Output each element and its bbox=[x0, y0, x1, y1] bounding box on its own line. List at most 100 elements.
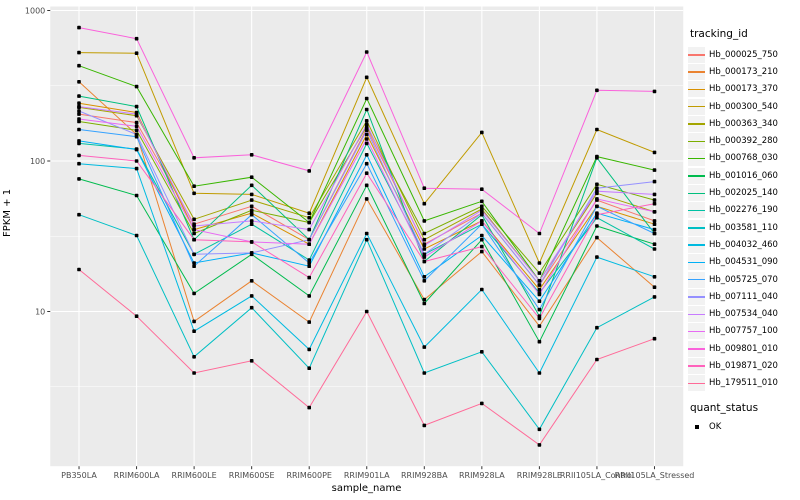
legend-line-icon bbox=[688, 71, 705, 73]
data-point bbox=[134, 120, 139, 125]
legend-item-label: Hb_000300_540 bbox=[709, 101, 778, 112]
data-point bbox=[652, 201, 657, 206]
legend-item-label: Hb_007534_040 bbox=[709, 309, 778, 320]
data-point bbox=[77, 94, 81, 98]
data-point bbox=[595, 189, 599, 193]
data-point bbox=[192, 237, 196, 242]
data-point bbox=[77, 161, 81, 166]
data-point bbox=[192, 227, 196, 232]
legend-item-label: Hb_007757_100 bbox=[709, 326, 778, 337]
data-point bbox=[422, 255, 427, 259]
x-tick-label: PB350LA bbox=[61, 471, 97, 480]
data-point bbox=[652, 179, 657, 184]
data-point bbox=[537, 271, 542, 275]
data-point bbox=[595, 197, 599, 201]
data-point bbox=[652, 210, 657, 214]
data-point bbox=[422, 252, 427, 257]
legend-item-Hb_000768_030: Hb_000768_030 bbox=[688, 150, 800, 167]
legend-item-label: Hb_004531_090 bbox=[709, 257, 778, 268]
x-tick-label: RRIM600PE bbox=[286, 471, 332, 480]
legend-item-Hb_002025_140: Hb_002025_140 bbox=[688, 184, 800, 202]
data-point bbox=[422, 247, 427, 251]
data-point bbox=[422, 231, 427, 236]
data-point bbox=[249, 240, 254, 244]
data-point bbox=[595, 127, 599, 132]
data-point bbox=[249, 204, 254, 209]
legend-item-Hb_004032_460: Hb_004032_460 bbox=[688, 236, 800, 253]
legend-item-Hb_179511_010: Hb_179511_010 bbox=[688, 375, 800, 392]
data-point bbox=[422, 301, 427, 306]
data-point bbox=[307, 320, 311, 324]
legend-item-Hb_003581_110: Hb_003581_110 bbox=[688, 219, 800, 236]
legend-key-swatch bbox=[688, 306, 705, 323]
legend-point-icon bbox=[694, 424, 699, 429]
data-point bbox=[307, 242, 311, 246]
legend-item-Hb_000173_370: Hb_000173_370 bbox=[688, 81, 800, 98]
data-point bbox=[652, 150, 657, 155]
data-point bbox=[249, 359, 254, 363]
legend-line-icon bbox=[688, 313, 705, 315]
legend-line-icon bbox=[688, 382, 705, 385]
legend-item-label: Hb_000025_750 bbox=[709, 49, 778, 60]
data-point bbox=[364, 309, 369, 314]
data-point bbox=[480, 211, 484, 215]
data-point bbox=[134, 132, 139, 137]
data-point bbox=[77, 101, 81, 105]
legend-item-label: OK bbox=[709, 421, 722, 432]
data-point bbox=[307, 294, 311, 298]
data-point bbox=[364, 128, 369, 133]
data-point bbox=[537, 279, 542, 283]
data-point bbox=[480, 233, 484, 238]
data-point bbox=[652, 247, 657, 251]
data-point bbox=[595, 212, 599, 217]
legend-key-swatch bbox=[688, 340, 705, 357]
x-tick-label: RRIM600LA bbox=[114, 471, 160, 480]
data-point bbox=[480, 237, 484, 242]
data-point bbox=[364, 141, 369, 146]
data-point bbox=[595, 88, 599, 93]
data-point bbox=[307, 264, 311, 268]
legend-item-quant-OK: OK bbox=[688, 418, 800, 435]
data-point bbox=[192, 264, 196, 268]
data-point bbox=[480, 199, 484, 204]
data-point bbox=[134, 124, 139, 129]
data-point bbox=[77, 80, 81, 84]
legend-item-Hb_000025_750: Hb_000025_750 bbox=[688, 46, 800, 63]
legend-key-swatch bbox=[688, 115, 705, 132]
data-point bbox=[652, 89, 657, 94]
x-tick-label: RRIM600LE bbox=[172, 471, 217, 480]
legend-line-icon bbox=[688, 209, 705, 212]
data-point bbox=[537, 371, 542, 375]
data-point bbox=[537, 292, 542, 297]
legend-item-label: Hb_009801_010 bbox=[709, 343, 778, 354]
data-point bbox=[77, 25, 81, 30]
data-point bbox=[134, 104, 139, 109]
data-point bbox=[249, 183, 254, 188]
legend-item-label: Hb_000768_030 bbox=[709, 153, 778, 164]
legend-title-quant-status: quant_status bbox=[690, 401, 759, 414]
data-point bbox=[422, 297, 427, 302]
legend-item-Hb_004531_090: Hb_004531_090 bbox=[688, 254, 800, 271]
legend-key-swatch bbox=[688, 271, 705, 288]
legend-key-swatch bbox=[688, 254, 705, 271]
data-point bbox=[192, 319, 196, 324]
data-point bbox=[77, 117, 81, 121]
data-point bbox=[134, 159, 139, 163]
data-point bbox=[537, 443, 542, 447]
data-point bbox=[422, 275, 427, 279]
data-point bbox=[480, 249, 484, 254]
data-point bbox=[249, 212, 254, 217]
data-point bbox=[307, 215, 311, 220]
legend-line-icon bbox=[688, 330, 705, 333]
data-point bbox=[595, 182, 599, 187]
data-point bbox=[480, 187, 484, 191]
legend-item-Hb_005725_070: Hb_005725_070 bbox=[688, 271, 800, 288]
legend-key-swatch bbox=[688, 98, 705, 115]
data-point bbox=[134, 128, 139, 133]
legend-tracking-items: Hb_000025_750 Hb_000173_210 Hb_000173_370 H… bbox=[688, 46, 800, 392]
data-point bbox=[595, 224, 599, 228]
data-point bbox=[537, 287, 542, 292]
legend-key-swatch bbox=[688, 357, 705, 374]
x-axis-title: sample_name bbox=[331, 483, 402, 494]
